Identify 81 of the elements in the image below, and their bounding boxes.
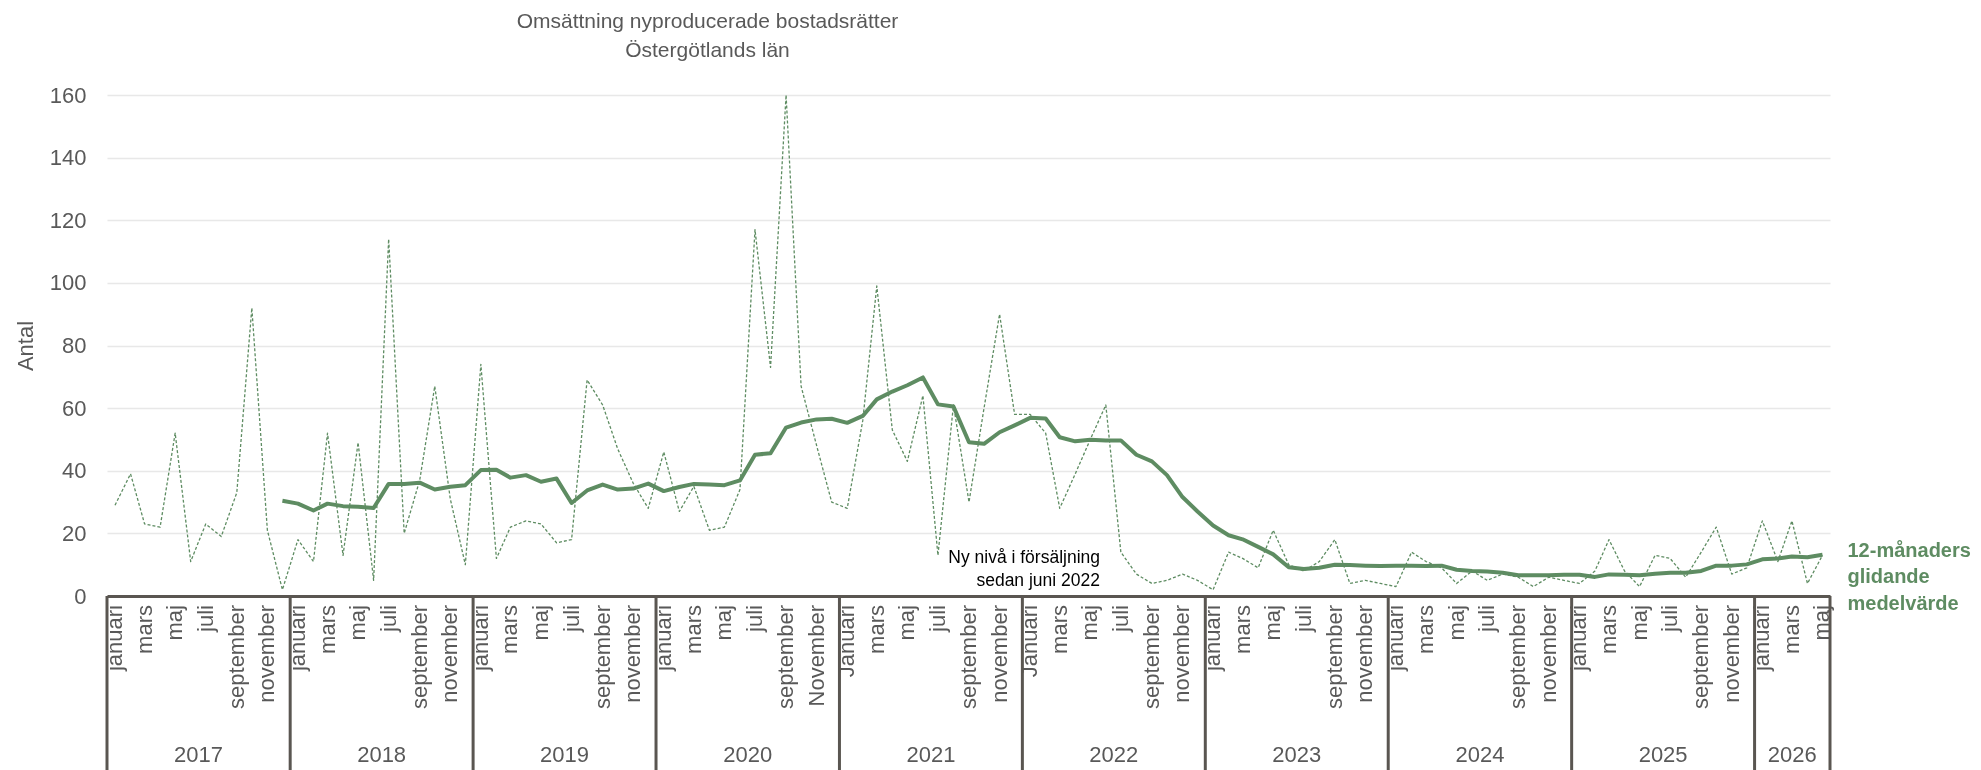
x-tick-label: mars (1229, 605, 1255, 654)
x-tick-label: september (1321, 605, 1347, 709)
x-tick-label: mars (497, 605, 523, 654)
x-tick-label: Januari (834, 605, 860, 678)
text: 2024 (1455, 742, 1505, 767)
x-tick-label: september (773, 605, 799, 709)
x-tick-label: maj (1077, 605, 1103, 641)
x-tick-label: januari (1749, 605, 1775, 673)
x-tick-label: mars (1595, 605, 1621, 654)
x-tick-label: september (406, 605, 432, 709)
x-tick-label: juli (558, 605, 584, 633)
chart-title: Omsättning nyproducerade bostadsrätter (516, 9, 899, 32)
y-tick-label: 60 (62, 395, 87, 421)
x-tick-label: januari (650, 605, 676, 673)
x-tick-label: november (1169, 605, 1195, 703)
x-tick-label: november (986, 605, 1012, 703)
x-tick-label: september (589, 605, 615, 709)
text: 2018 (357, 742, 407, 767)
x-tick-label: januari (102, 605, 128, 673)
x-tick-label: november (1535, 605, 1561, 703)
x-tick-label: september (223, 605, 249, 709)
y-tick-label: 100 (49, 270, 87, 296)
x-tick-label: mars (1778, 605, 1804, 654)
x-tick-label: mars (680, 605, 706, 654)
x-tick-label: januari (1200, 605, 1226, 673)
x-tick-label: maj (345, 605, 371, 641)
x-tick-label: mars (131, 605, 157, 654)
x-tick-label: juli (1290, 605, 1316, 633)
y-tick-label: 40 (62, 458, 87, 484)
y-tick-label: 120 (49, 207, 87, 233)
x-tick-label: januari (1566, 605, 1592, 673)
x-tick-label: september (956, 605, 981, 709)
y-tick-label: 140 (49, 145, 87, 171)
text: 2017 (174, 742, 224, 767)
y-tick-label: 80 (62, 333, 87, 358)
text: 2019 (540, 742, 590, 767)
x-tick-label: mars (314, 605, 340, 654)
x-tick-label: mars (1046, 605, 1072, 654)
x-tick-label: juli (192, 605, 218, 633)
text: 2025 (1638, 742, 1688, 767)
x-tick-label: maj (528, 605, 554, 641)
text: 2026 (1767, 742, 1817, 767)
x-tick-label: september (1505, 605, 1531, 709)
x-tick-label: mars (863, 605, 889, 654)
x-tick-label: september (1138, 605, 1164, 709)
x-tick-label: juli (375, 605, 401, 633)
text: 2022 (1089, 742, 1139, 767)
x-tick-label: maj (162, 605, 188, 641)
x-tick-label: mars (1413, 605, 1439, 654)
x-tick-label: november (1352, 605, 1378, 703)
x-tick-label: juli (1107, 605, 1133, 633)
x-tick-label: maj (1626, 605, 1652, 641)
series-label: 12-månaders glidande medelvärde (1847, 538, 1971, 614)
x-tick-label: juli (924, 605, 950, 633)
x-tick-label: juli (1657, 605, 1683, 633)
annotation: Ny nivå i försäljning sedan juni 2022 (948, 547, 1100, 590)
x-tick-label: maj (1260, 605, 1286, 641)
text: 2021 (906, 742, 956, 767)
x-tick-label: november (437, 605, 463, 703)
x-tick-label: November (803, 605, 829, 707)
x-tick-label: januari (1382, 605, 1408, 673)
x-tick-label: januari (467, 605, 493, 673)
x-tick-label: november (1718, 605, 1744, 703)
x-tick-label: november (254, 605, 280, 703)
x-tick-label: november (620, 605, 646, 703)
x-tick-label: juli (1474, 605, 1500, 633)
x-tick-label: maj (1809, 605, 1835, 641)
y-tick-label: 160 (49, 82, 87, 108)
x-tick-label: januari (284, 605, 310, 673)
x-tick-label: maj (711, 605, 737, 641)
x-tick-label: september (1688, 605, 1714, 709)
x-tick-label: maj (894, 605, 920, 641)
x-tick-label: maj (1443, 605, 1469, 641)
y-axis-title: Antal (12, 320, 38, 372)
text: 2023 (1272, 742, 1322, 767)
y-tick-label: 20 (62, 520, 87, 546)
chart-subtitle: Östergötlands län (625, 38, 790, 61)
x-tick-label: juli (742, 605, 767, 633)
x-tick-label: Januari (1017, 605, 1043, 678)
text: 2020 (723, 742, 773, 767)
y-tick-label: 0 (74, 583, 87, 609)
